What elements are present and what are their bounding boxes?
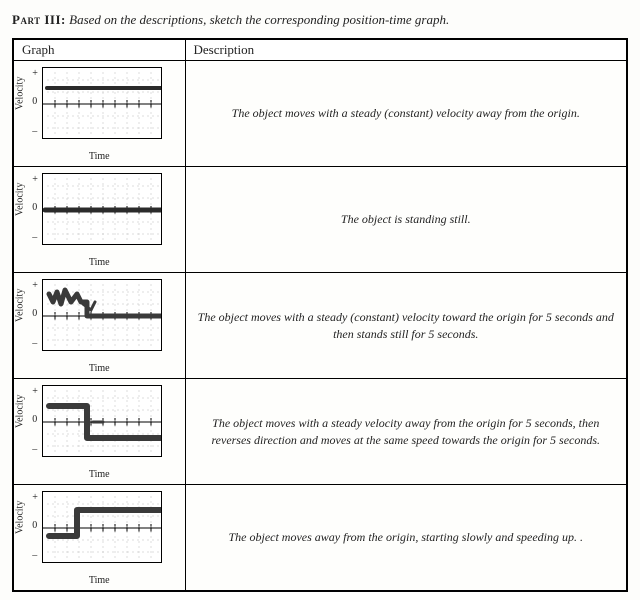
y-plus: +: [32, 493, 38, 503]
table-row: Velocity+0–TimeThe object moves with a s…: [13, 273, 627, 379]
description-cell: The object is standing still.: [185, 167, 627, 273]
mini-graph: Velocity+0–: [24, 67, 174, 153]
mini-graph: Velocity+0–: [24, 173, 174, 259]
sketch-line: [49, 290, 161, 316]
y-axis-label: Velocity: [15, 501, 26, 534]
y-axis-label: Velocity: [15, 395, 26, 428]
description-cell: The object moves with a steady velocity …: [185, 379, 627, 485]
velocity-time-plot: [42, 67, 162, 139]
page-title: Part III: Based on the descriptions, ske…: [12, 12, 628, 28]
y-zero: 0: [32, 521, 37, 531]
table-row: Velocity+0–TimeThe object moves with a s…: [13, 379, 627, 485]
velocity-time-plot: [42, 173, 162, 245]
table-row: Velocity+0–TimeThe object moves with a s…: [13, 61, 627, 167]
y-zero: 0: [32, 309, 37, 319]
table-row: Velocity+0–TimeThe object moves away fro…: [13, 485, 627, 592]
description-cell: The object moves away from the origin, s…: [185, 485, 627, 592]
y-plus: +: [32, 175, 38, 185]
y-minus: –: [32, 445, 37, 455]
description-cell: The object moves with a steady (constant…: [185, 273, 627, 379]
y-zero: 0: [32, 415, 37, 425]
mini-graph: Velocity+0–: [24, 385, 174, 471]
y-axis-label: Velocity: [15, 289, 26, 322]
title-body: Based on the descriptions, sketch the co…: [69, 12, 449, 27]
graph-cell: Velocity+0–Time: [13, 485, 185, 592]
mini-graph: Velocity+0–: [24, 491, 174, 577]
sketch-line: [49, 510, 161, 536]
y-minus: –: [32, 339, 37, 349]
y-zero: 0: [32, 203, 37, 213]
description-cell: The object moves with a steady (constant…: [185, 61, 627, 167]
y-plus: +: [32, 281, 38, 291]
worksheet-table: Graph Description Velocity+0–TimeThe obj…: [12, 38, 628, 592]
graph-cell: Velocity+0–Time: [13, 379, 185, 485]
mini-graph: Velocity+0–: [24, 279, 174, 365]
y-minus: –: [32, 233, 37, 243]
graph-cell: Velocity+0–Time: [13, 273, 185, 379]
y-axis-label: Velocity: [15, 183, 26, 216]
velocity-time-plot: [42, 491, 162, 563]
y-plus: +: [32, 387, 38, 397]
y-plus: +: [32, 69, 38, 79]
velocity-time-plot: [42, 279, 162, 351]
y-axis-label: Velocity: [15, 77, 26, 110]
graph-cell: Velocity+0–Time: [13, 61, 185, 167]
velocity-time-plot: [42, 385, 162, 457]
y-zero: 0: [32, 97, 37, 107]
y-minus: –: [32, 551, 37, 561]
header-description: Description: [185, 39, 627, 61]
graph-cell: Velocity+0–Time: [13, 167, 185, 273]
title-part: Part III:: [12, 12, 66, 27]
header-graph: Graph: [13, 39, 185, 61]
y-minus: –: [32, 127, 37, 137]
table-row: Velocity+0–TimeThe object is standing st…: [13, 167, 627, 273]
